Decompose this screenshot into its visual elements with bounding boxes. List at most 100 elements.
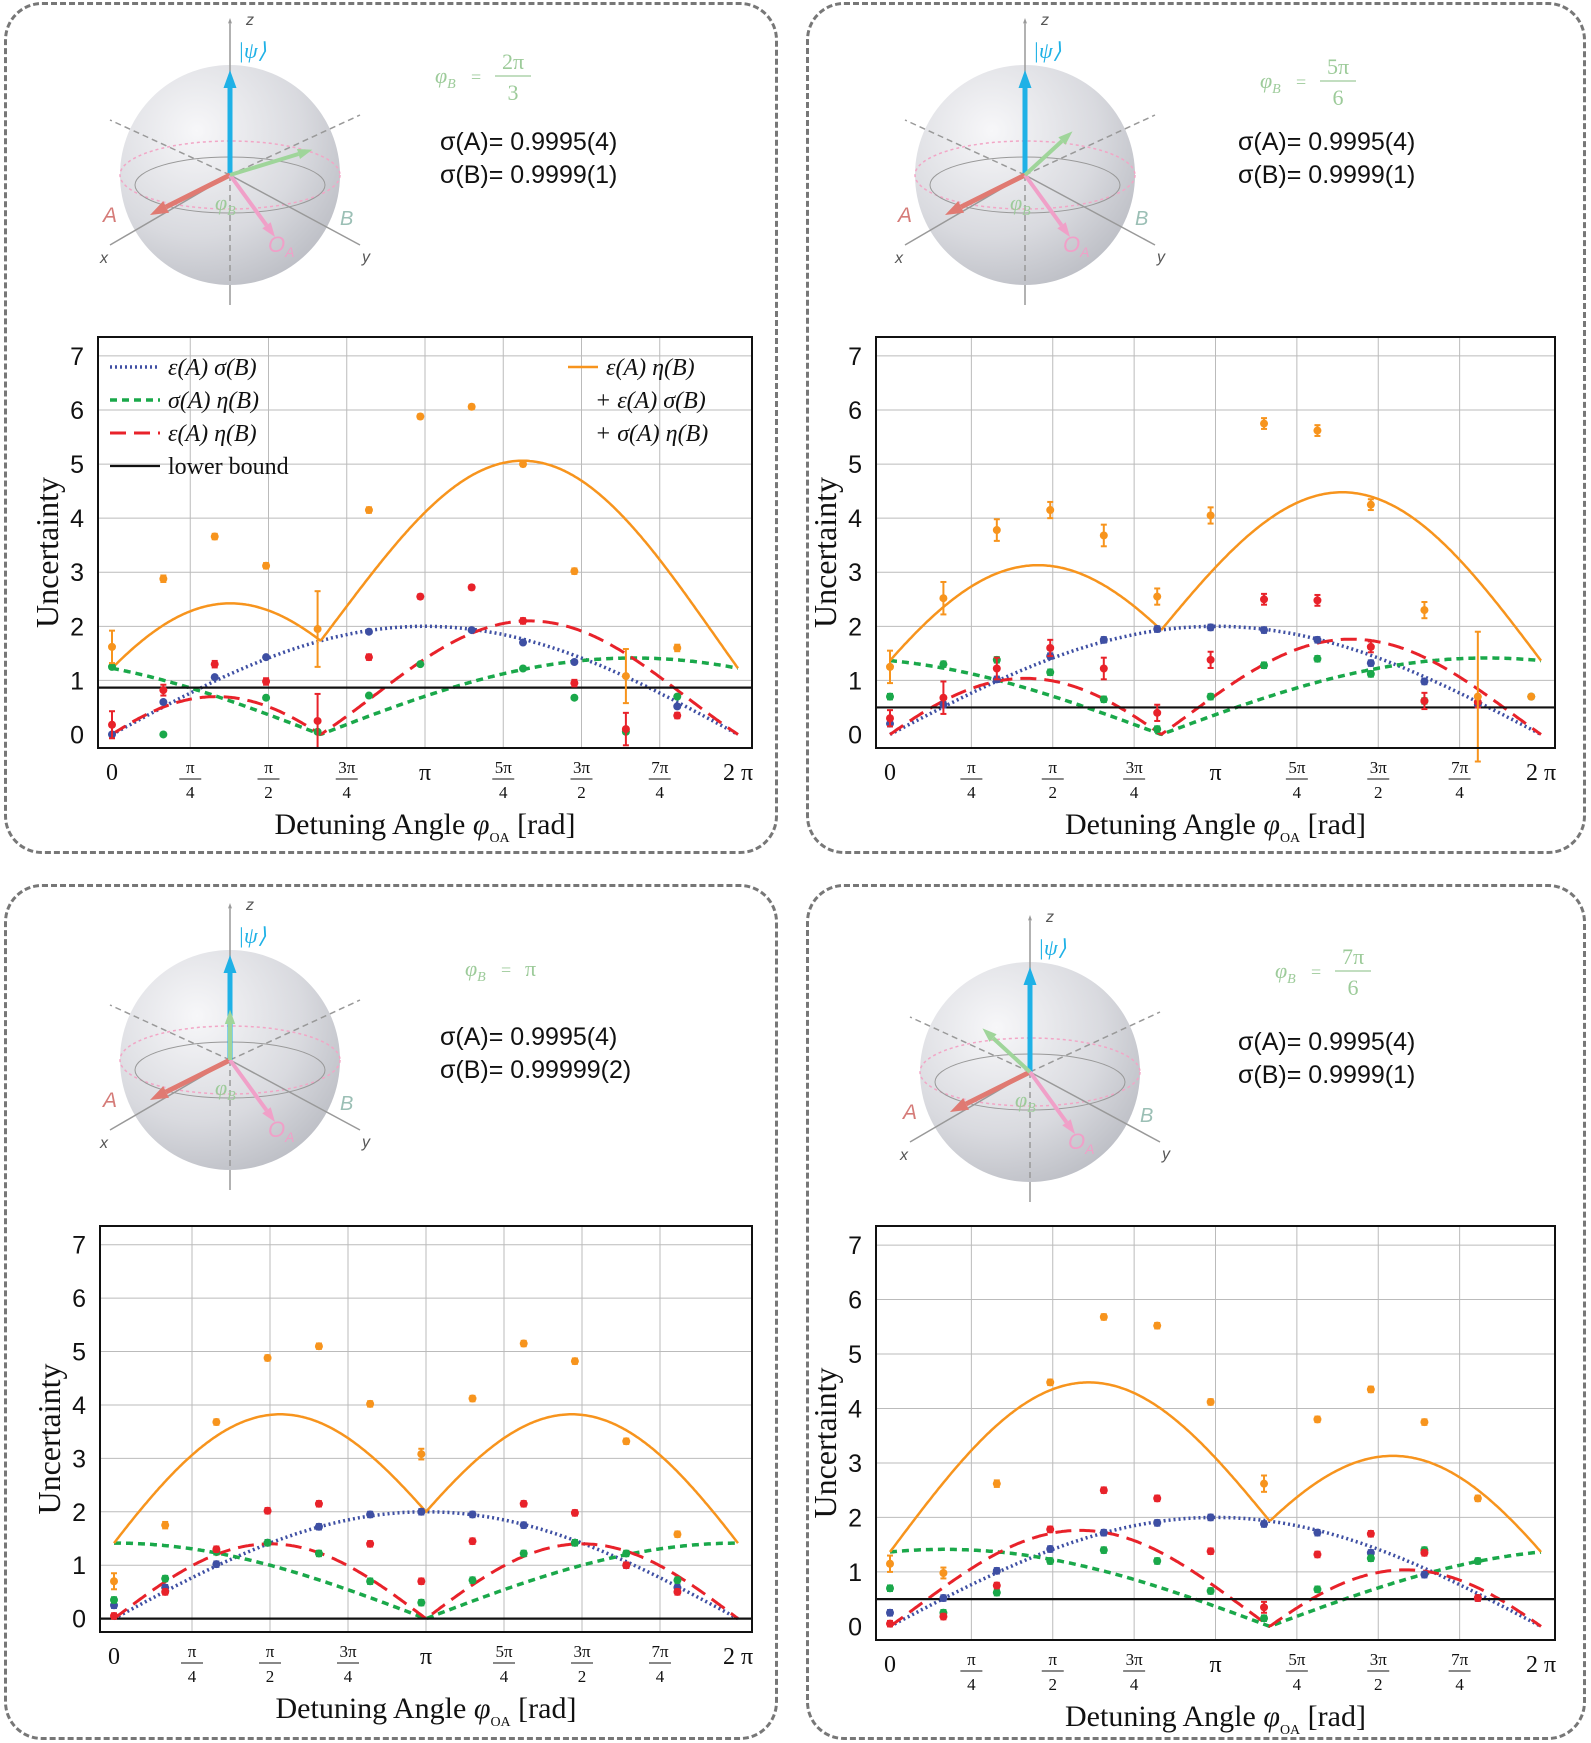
point-red bbox=[1313, 1550, 1322, 1559]
point-blue bbox=[159, 698, 168, 707]
sigma-A-value: σ(A)= 0.9995(4) bbox=[1238, 1028, 1415, 1056]
y-tick-label: 7 bbox=[848, 1232, 862, 1260]
x-tick-denominator: 2 bbox=[577, 783, 586, 802]
A-label: A bbox=[901, 1101, 917, 1124]
point-green bbox=[1366, 1554, 1375, 1563]
point-blue bbox=[210, 673, 219, 682]
point-red bbox=[1473, 1594, 1482, 1603]
phiB-angle-label: φB bbox=[1010, 190, 1031, 219]
y-axis bbox=[1024, 174, 1156, 246]
point-red bbox=[519, 1499, 528, 1508]
point-blue bbox=[314, 1522, 323, 1531]
OA-label: OA bbox=[1068, 1129, 1094, 1157]
B-label: B bbox=[1135, 208, 1148, 230]
point-blue bbox=[1313, 635, 1322, 644]
point-blue bbox=[262, 653, 271, 662]
z-axis-head bbox=[228, 18, 232, 24]
point-red bbox=[519, 616, 528, 625]
point-orange bbox=[673, 1530, 682, 1539]
y-tick-label: 1 bbox=[848, 667, 862, 695]
point-green bbox=[622, 1549, 631, 1558]
x-tick-numerator: 5π bbox=[1288, 1650, 1306, 1669]
y-axis bbox=[229, 1059, 361, 1131]
y-tick-label: 1 bbox=[72, 1552, 86, 1580]
x-tick-label: 2 π bbox=[1526, 760, 1556, 786]
OA-vector-head bbox=[1057, 222, 1070, 237]
plot-area: 0 1 2 3 4 5 6 7 0 π 4 π 2 3π 4 π 5π 4 3π 2 7π 4 2 π Uncertainty… bbox=[807, 336, 1556, 846]
OA-label: OA bbox=[1063, 232, 1089, 260]
point-orange bbox=[210, 532, 219, 541]
legend-label-green: σ(A) η(B) bbox=[168, 388, 259, 414]
point-orange bbox=[1099, 531, 1108, 540]
point-orange bbox=[939, 1568, 948, 1577]
neg-y-axis bbox=[109, 1004, 231, 1061]
point-red bbox=[886, 1619, 894, 1628]
point-orange bbox=[1260, 1479, 1269, 1488]
x-tick-numerator: π bbox=[188, 1642, 197, 1661]
psi-label: |ψ⟩ bbox=[1038, 935, 1067, 960]
x-tick-numerator: 3π bbox=[573, 1642, 591, 1661]
x-tick-numerator: 7π bbox=[651, 758, 669, 777]
point-blue bbox=[1206, 623, 1215, 632]
y-tick-label: 2 bbox=[848, 613, 862, 641]
point-red bbox=[673, 711, 682, 720]
x-axis-label: Detuning Angle φOA [rad] bbox=[1065, 808, 1366, 846]
legend-label-orange-2: + ε(A) σ(B) bbox=[595, 388, 706, 414]
point-orange bbox=[262, 561, 271, 570]
x-tick-numerator: 7π bbox=[1451, 758, 1469, 777]
y-axis-label: Uncertainty bbox=[807, 477, 843, 628]
x-tick-denominator: 4 bbox=[499, 783, 508, 802]
phiB-denominator: 6 bbox=[1348, 975, 1359, 1000]
point-green bbox=[1046, 1557, 1055, 1566]
z-label: z bbox=[245, 12, 254, 29]
point-red bbox=[1206, 1547, 1215, 1556]
y-tick-label: 4 bbox=[70, 505, 84, 533]
x-tick-denominator: 2 bbox=[1374, 783, 1383, 802]
OA-vector bbox=[1023, 173, 1064, 227]
x-label: x bbox=[99, 1135, 109, 1152]
point-orange bbox=[314, 1342, 323, 1351]
plot-area: 0 1 2 3 4 5 6 7 0 π 4 π 2 3π 4 π 5π 4 3π 2 7π 4 2 π Uncertainty… bbox=[29, 336, 753, 846]
phiB-numerator: π bbox=[525, 956, 536, 981]
z-label: z bbox=[1045, 909, 1054, 926]
y-tick-label: 0 bbox=[848, 721, 862, 749]
point-red bbox=[1099, 1486, 1108, 1495]
B-vector-head bbox=[982, 1028, 997, 1042]
point-green bbox=[519, 1549, 528, 1558]
point-orange bbox=[1153, 592, 1162, 601]
point-blue bbox=[886, 1608, 894, 1617]
point-red bbox=[417, 1577, 426, 1586]
x-tick-denominator: 2 bbox=[1374, 1675, 1383, 1694]
x-tick-denominator: 4 bbox=[967, 1675, 976, 1694]
x-tick-label: 0 bbox=[106, 760, 118, 786]
neg-x-axis bbox=[1024, 114, 1156, 176]
point-blue bbox=[1420, 677, 1429, 686]
psi-vector-head bbox=[223, 955, 237, 973]
sigma-A-value: σ(A)= 0.9995(4) bbox=[1238, 128, 1415, 156]
x-tick-numerator: 3π bbox=[1126, 758, 1144, 777]
A-label: A bbox=[896, 204, 912, 227]
point-red bbox=[366, 1539, 375, 1548]
point-red bbox=[1153, 708, 1162, 717]
point-orange bbox=[570, 567, 579, 576]
phiB-value-label: φB bbox=[465, 956, 486, 985]
x-label: x bbox=[99, 250, 109, 267]
point-orange bbox=[1099, 1312, 1108, 1321]
point-blue bbox=[366, 1510, 375, 1519]
point-green bbox=[1206, 1586, 1215, 1595]
series-orange-line bbox=[889, 491, 1542, 662]
point-red bbox=[570, 1508, 579, 1517]
x-tick-denominator: 2 bbox=[578, 1667, 587, 1686]
z-axis-head bbox=[1023, 18, 1027, 24]
point-green bbox=[1260, 661, 1269, 670]
phiB-equals: = bbox=[1296, 72, 1306, 92]
neg-y-axis bbox=[109, 119, 231, 176]
plot-area: 0 1 2 3 4 5 6 7 0 π 4 π 2 3π 4 π 5π 4 3π 2 7π 4 2 π Uncertainty… bbox=[31, 1225, 753, 1730]
point-red bbox=[110, 1611, 118, 1620]
y-tick-label: 3 bbox=[70, 559, 84, 587]
y-label: y bbox=[1161, 1146, 1171, 1163]
point-green bbox=[416, 660, 425, 669]
OA-vector-head bbox=[262, 1107, 275, 1122]
point-orange bbox=[467, 402, 476, 411]
sigma-B-value: σ(B)= 0.9999(1) bbox=[1238, 1061, 1415, 1089]
